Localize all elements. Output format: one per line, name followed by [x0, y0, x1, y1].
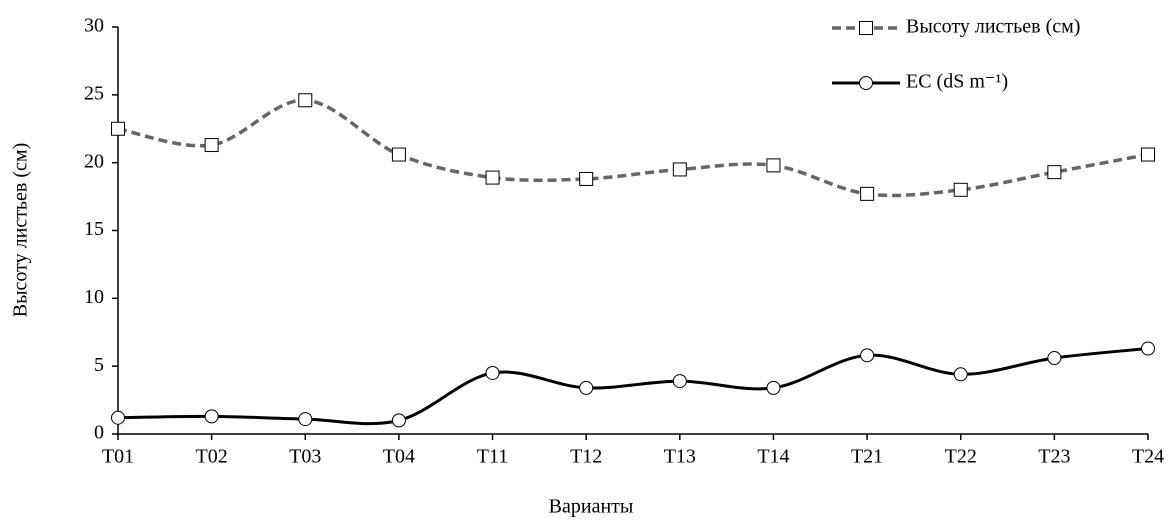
data-point [485, 365, 500, 380]
data-point [485, 170, 500, 185]
series-line [117, 347, 1149, 426]
legend-label: Высоту листьев (см) [906, 16, 1080, 38]
data-point [1047, 165, 1062, 180]
data-point [204, 409, 219, 424]
x-tick-label: T03 [289, 446, 321, 468]
data-point [111, 121, 125, 136]
y-tick-label: 5 [94, 354, 104, 376]
x-axis-title: Варианты [549, 496, 634, 518]
data-point [672, 162, 687, 177]
x-tick-label: T14 [757, 446, 789, 468]
y-tick-label: 15 [84, 218, 104, 240]
data-point [391, 147, 406, 162]
data-point [766, 158, 781, 173]
y-tick-label: 25 [84, 82, 104, 104]
data-point [1141, 341, 1155, 356]
data-point [953, 367, 968, 382]
data-point [298, 93, 313, 108]
data-point [860, 348, 875, 363]
data-point [953, 182, 968, 197]
data-point [860, 186, 875, 201]
data-point [1047, 351, 1062, 366]
x-tick-label: T13 [664, 446, 696, 468]
x-tick-label: T11 [477, 446, 508, 468]
y-tick-label: 10 [84, 286, 104, 308]
data-point [111, 410, 125, 425]
data-point [579, 171, 594, 186]
data-point [298, 412, 313, 427]
x-tick-label: T24 [1132, 446, 1164, 468]
x-tick-label: T04 [383, 446, 415, 468]
x-tick-label: T23 [1038, 446, 1070, 468]
data-point [1141, 147, 1155, 162]
legend-marker [859, 76, 873, 90]
x-tick-label: T01 [102, 446, 134, 468]
y-tick-label: 0 [94, 422, 104, 444]
series-line [117, 98, 1149, 198]
data-point [672, 374, 687, 389]
x-tick-label: T02 [196, 446, 228, 468]
y-tick-label: 30 [84, 15, 104, 37]
x-tick-label: T12 [570, 446, 602, 468]
y-tick-label: 20 [84, 150, 104, 172]
data-point [391, 413, 406, 428]
data-point [579, 380, 594, 395]
x-tick-label: T21 [851, 446, 883, 468]
legend-label: EC (dS m⁻¹) [906, 71, 1008, 93]
data-point [766, 380, 781, 395]
y-axis-title: Высоту листьев (см) [10, 143, 32, 317]
legend-marker [859, 21, 873, 35]
data-point [204, 138, 219, 153]
x-tick-label: T22 [945, 446, 977, 468]
